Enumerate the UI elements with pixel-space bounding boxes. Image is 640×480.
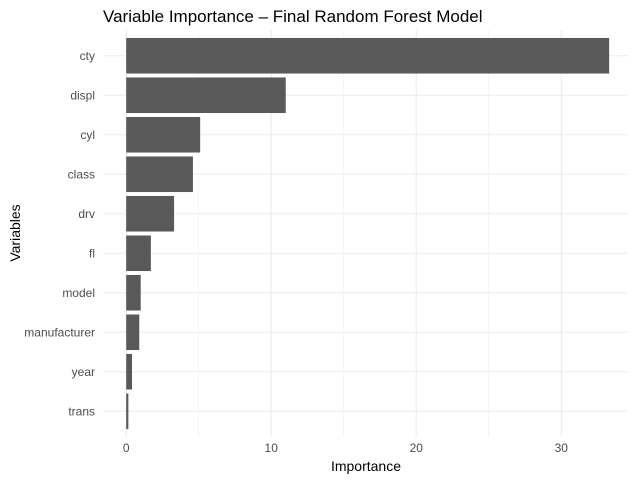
- y-tick-label: manufacturer: [24, 325, 95, 339]
- bar-manufacturer: [126, 314, 140, 351]
- y-tick-label: cyl: [80, 128, 95, 142]
- x-tick-label: 10: [265, 441, 279, 455]
- bar-cyl: [126, 116, 201, 153]
- bar-drv: [126, 195, 175, 232]
- bar-displ: [126, 77, 286, 114]
- bar-model: [126, 274, 141, 311]
- y-tick-label: trans: [68, 404, 95, 418]
- y-tick-label: model: [62, 286, 95, 300]
- y-axis-label: Variables: [7, 204, 23, 261]
- bar-fl: [126, 235, 151, 272]
- y-tick-label: fl: [89, 246, 95, 260]
- bars: [126, 37, 610, 430]
- y-tick-label: drv: [78, 207, 95, 221]
- y-tick-label: year: [72, 365, 95, 379]
- bar-class: [126, 156, 193, 193]
- y-tick-label: class: [68, 167, 95, 181]
- bar-cty: [126, 37, 610, 74]
- bar-trans: [126, 393, 129, 430]
- x-tick-label: 30: [555, 441, 569, 455]
- y-tick-label: displ: [70, 88, 95, 102]
- x-tick-label: 20: [410, 441, 424, 455]
- x-tick-label: 0: [123, 441, 130, 455]
- x-axis-label: Importance: [331, 458, 401, 474]
- chart-title: Variable Importance – Final Random Fores…: [103, 7, 483, 26]
- y-tick-labels: cty displ cyl class drv fl model manufacturer ye…: [24, 49, 95, 419]
- bar-year: [126, 353, 133, 390]
- x-tick-labels: 0 10 20 30: [123, 441, 568, 455]
- y-tick-label: cty: [80, 49, 95, 63]
